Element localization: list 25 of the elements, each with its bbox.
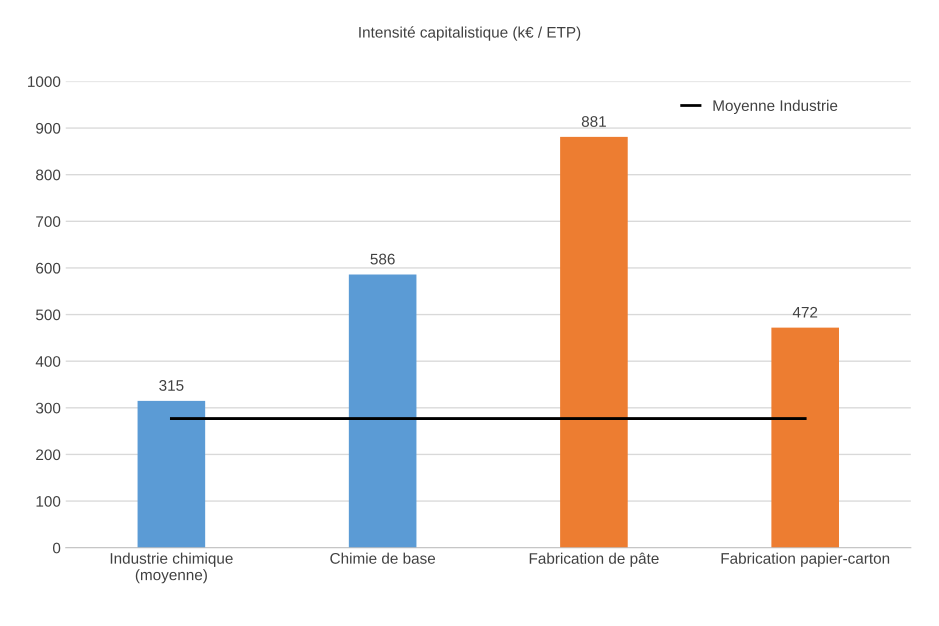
y-tick-label: 900: [36, 122, 60, 134]
y-tick-label: 100: [36, 496, 60, 507]
data-label: 881: [582, 116, 606, 127]
legend-label: Moyenne Industrie: [713, 100, 838, 114]
x-tick-label: Fabrication de pâte: [530, 552, 659, 567]
y-tick-label: 700: [36, 216, 60, 227]
chart-title: Intensité capitalistique (k€ / ETP): [359, 26, 580, 41]
y-tick-label: 0: [52, 542, 60, 554]
y-tick-label: 300: [36, 402, 60, 414]
x-tick-label: Chimie de base: [330, 552, 436, 564]
bar: [560, 136, 628, 548]
data-label: 315: [159, 380, 184, 391]
data-label: 586: [370, 254, 395, 264]
y-tick-label: 200: [36, 449, 60, 460]
y-tick-label: 600: [36, 262, 60, 274]
bar: [348, 274, 416, 548]
bar: [138, 400, 206, 548]
y-tick-label: 500: [36, 309, 60, 320]
y-tick-label: 400: [36, 356, 60, 367]
y-tick-label: 1000: [28, 76, 60, 88]
x-tick-label: Fabrication papier-carton: [722, 552, 890, 567]
x-tick-label: Industrie chimique (moyenne): [110, 552, 233, 584]
data-label: 472: [792, 306, 818, 318]
y-tick-label: 800: [36, 170, 60, 180]
bar: [771, 328, 839, 548]
